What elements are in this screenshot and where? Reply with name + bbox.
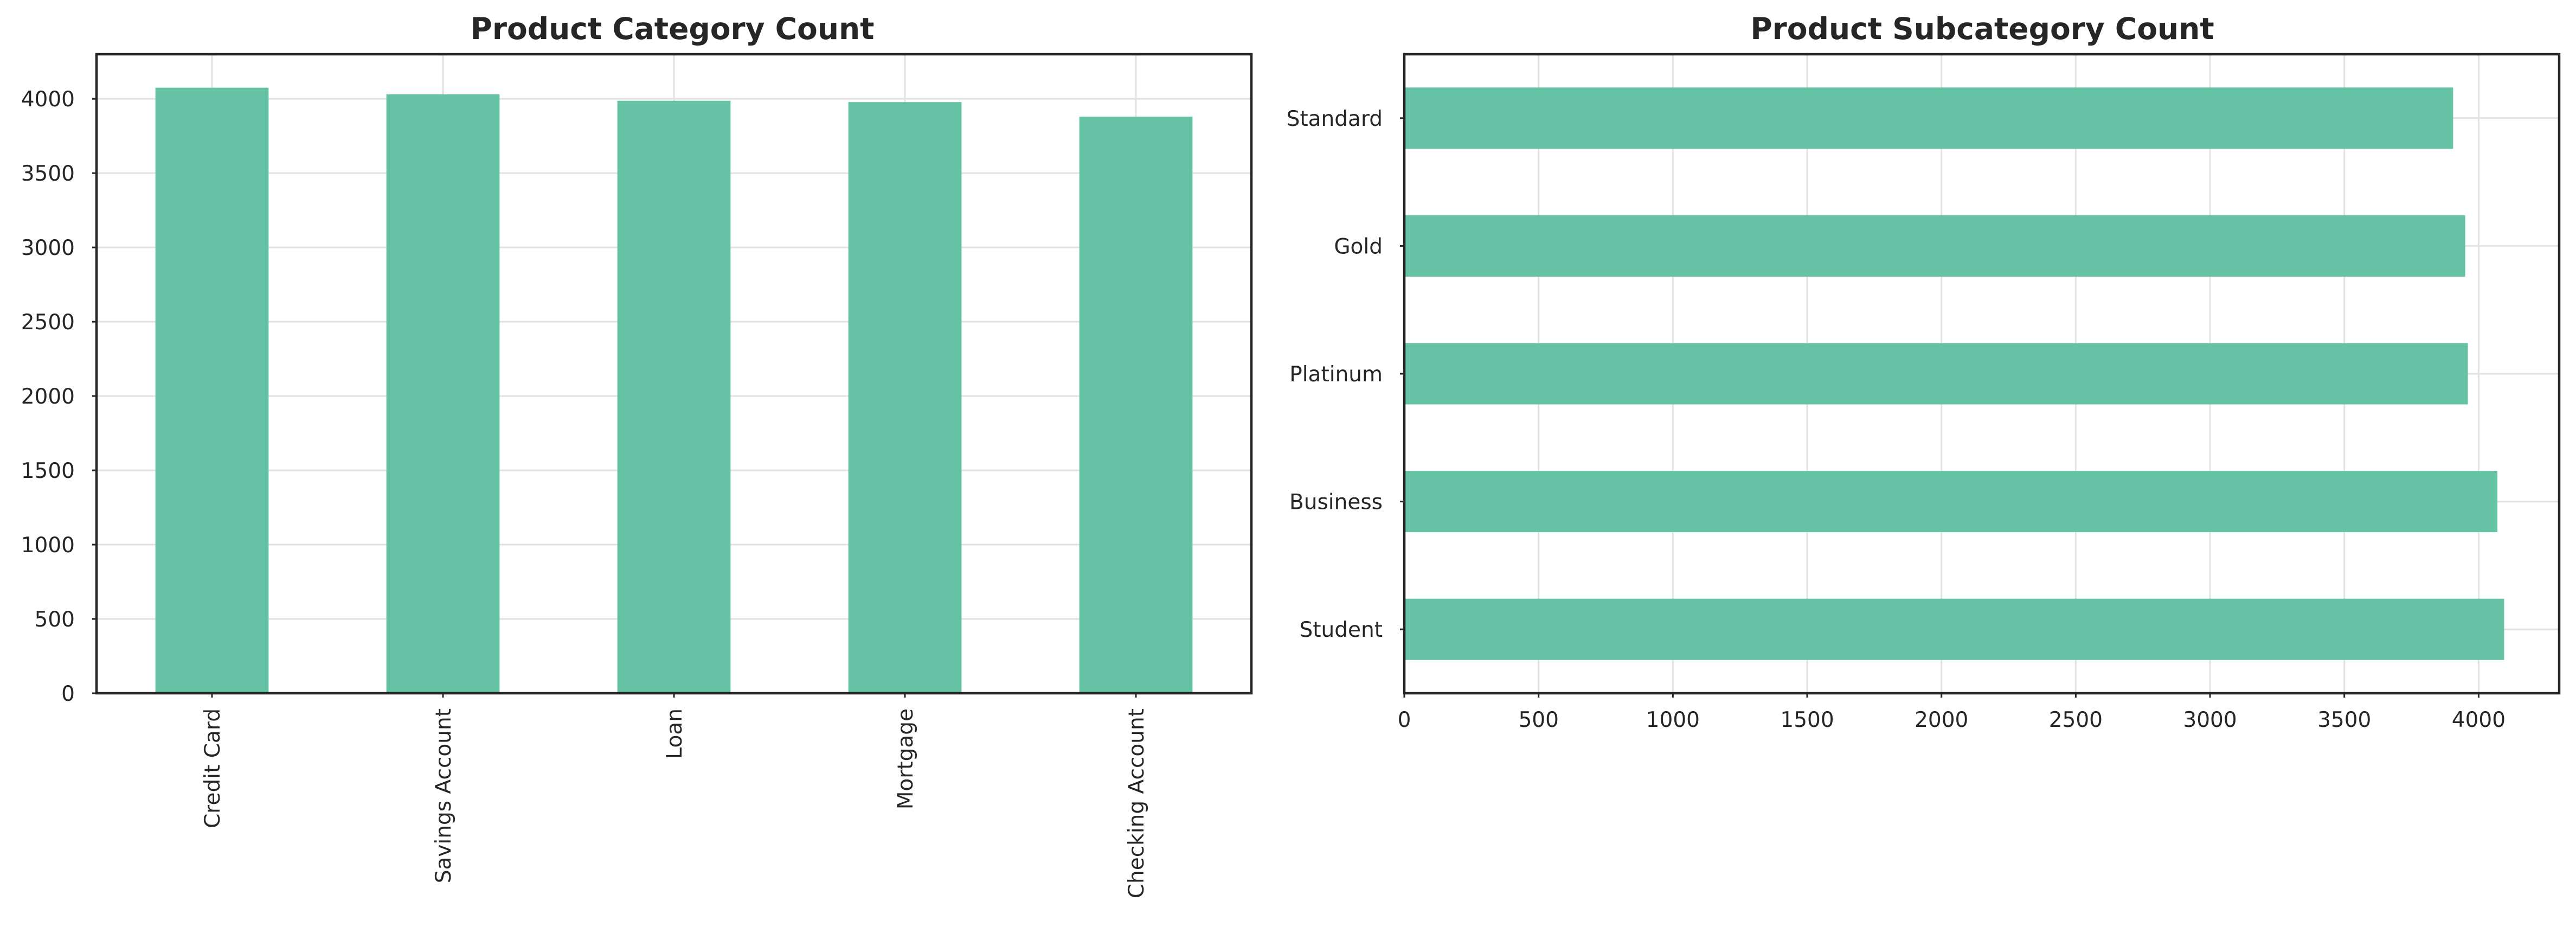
y-tick-label: 2500 [21, 310, 75, 335]
y-tick-label: 3000 [21, 236, 75, 260]
y-axis-ticks: Standard Gold Platinum Business Student [1287, 107, 1404, 642]
product-subcategory-chart: Product Subcategory Count Standard Gold Pl… [1287, 11, 2561, 732]
y-tick-label: Platinum [1289, 362, 1383, 387]
bar [1404, 87, 2453, 149]
chart-title: Product Category Count [471, 11, 875, 46]
y-tick-label: 500 [35, 608, 75, 632]
axes-frame [1403, 53, 2561, 695]
y-tick-label: Gold [1334, 234, 1383, 259]
x-tick-label: 2500 [2049, 708, 2103, 732]
y-axis-ticks: 0 500 1000 1500 2000 2500 3000 3500 4000 [21, 87, 97, 706]
x-tick-label: Savings Account [432, 708, 456, 883]
x-tick-label: 1000 [1646, 708, 1700, 732]
y-tick-label: 1500 [21, 459, 75, 483]
y-tick-label: 2000 [21, 385, 75, 409]
x-tick-label: Credit Card [201, 708, 225, 828]
bar [1404, 471, 2498, 533]
y-tick-label: 3500 [21, 162, 75, 186]
y-tick-label: Standard [1287, 107, 1383, 131]
product-category-chart: Product Category Count 0 500 1000 1500 2000 2… [21, 11, 1253, 898]
chart-title: Product Subcategory Count [1750, 11, 2214, 46]
x-tick-label: 4000 [2452, 708, 2506, 732]
x-tick-label: Checking Account [1125, 708, 1149, 898]
x-tick-label: 500 [1518, 708, 1558, 732]
bar [617, 100, 731, 693]
x-tick-label: Loan [663, 708, 687, 759]
bar [1404, 343, 2468, 405]
x-tick-label: 1500 [1780, 708, 1834, 732]
bars [1404, 87, 2504, 660]
bars [155, 87, 1193, 694]
y-tick-label: 0 [61, 682, 75, 706]
bar [848, 102, 962, 694]
bar [386, 94, 500, 694]
x-axis-ticks: 0 500 1000 1500 2000 2500 3000 3500 4000 [1398, 693, 2506, 732]
y-tick-label: 1000 [21, 533, 75, 558]
y-tick-label: Business [1289, 490, 1383, 515]
y-tick-label: 4000 [21, 87, 75, 112]
bar [1079, 117, 1193, 694]
x-tick-label: 0 [1398, 708, 1411, 732]
x-axis-ticks: Credit Card Savings Account Loan Mortgage Ch… [201, 693, 1149, 898]
bar [1404, 598, 2504, 660]
x-tick-label: 3000 [2183, 708, 2237, 732]
bar [1404, 215, 2465, 277]
y-tick-label: Student [1299, 618, 1383, 642]
x-tick-label: 3500 [2317, 708, 2371, 732]
x-tick-label: 2000 [1915, 708, 1968, 732]
bar [155, 87, 269, 694]
axes-frame [95, 53, 1253, 695]
x-tick-label: Mortgage [894, 708, 918, 809]
